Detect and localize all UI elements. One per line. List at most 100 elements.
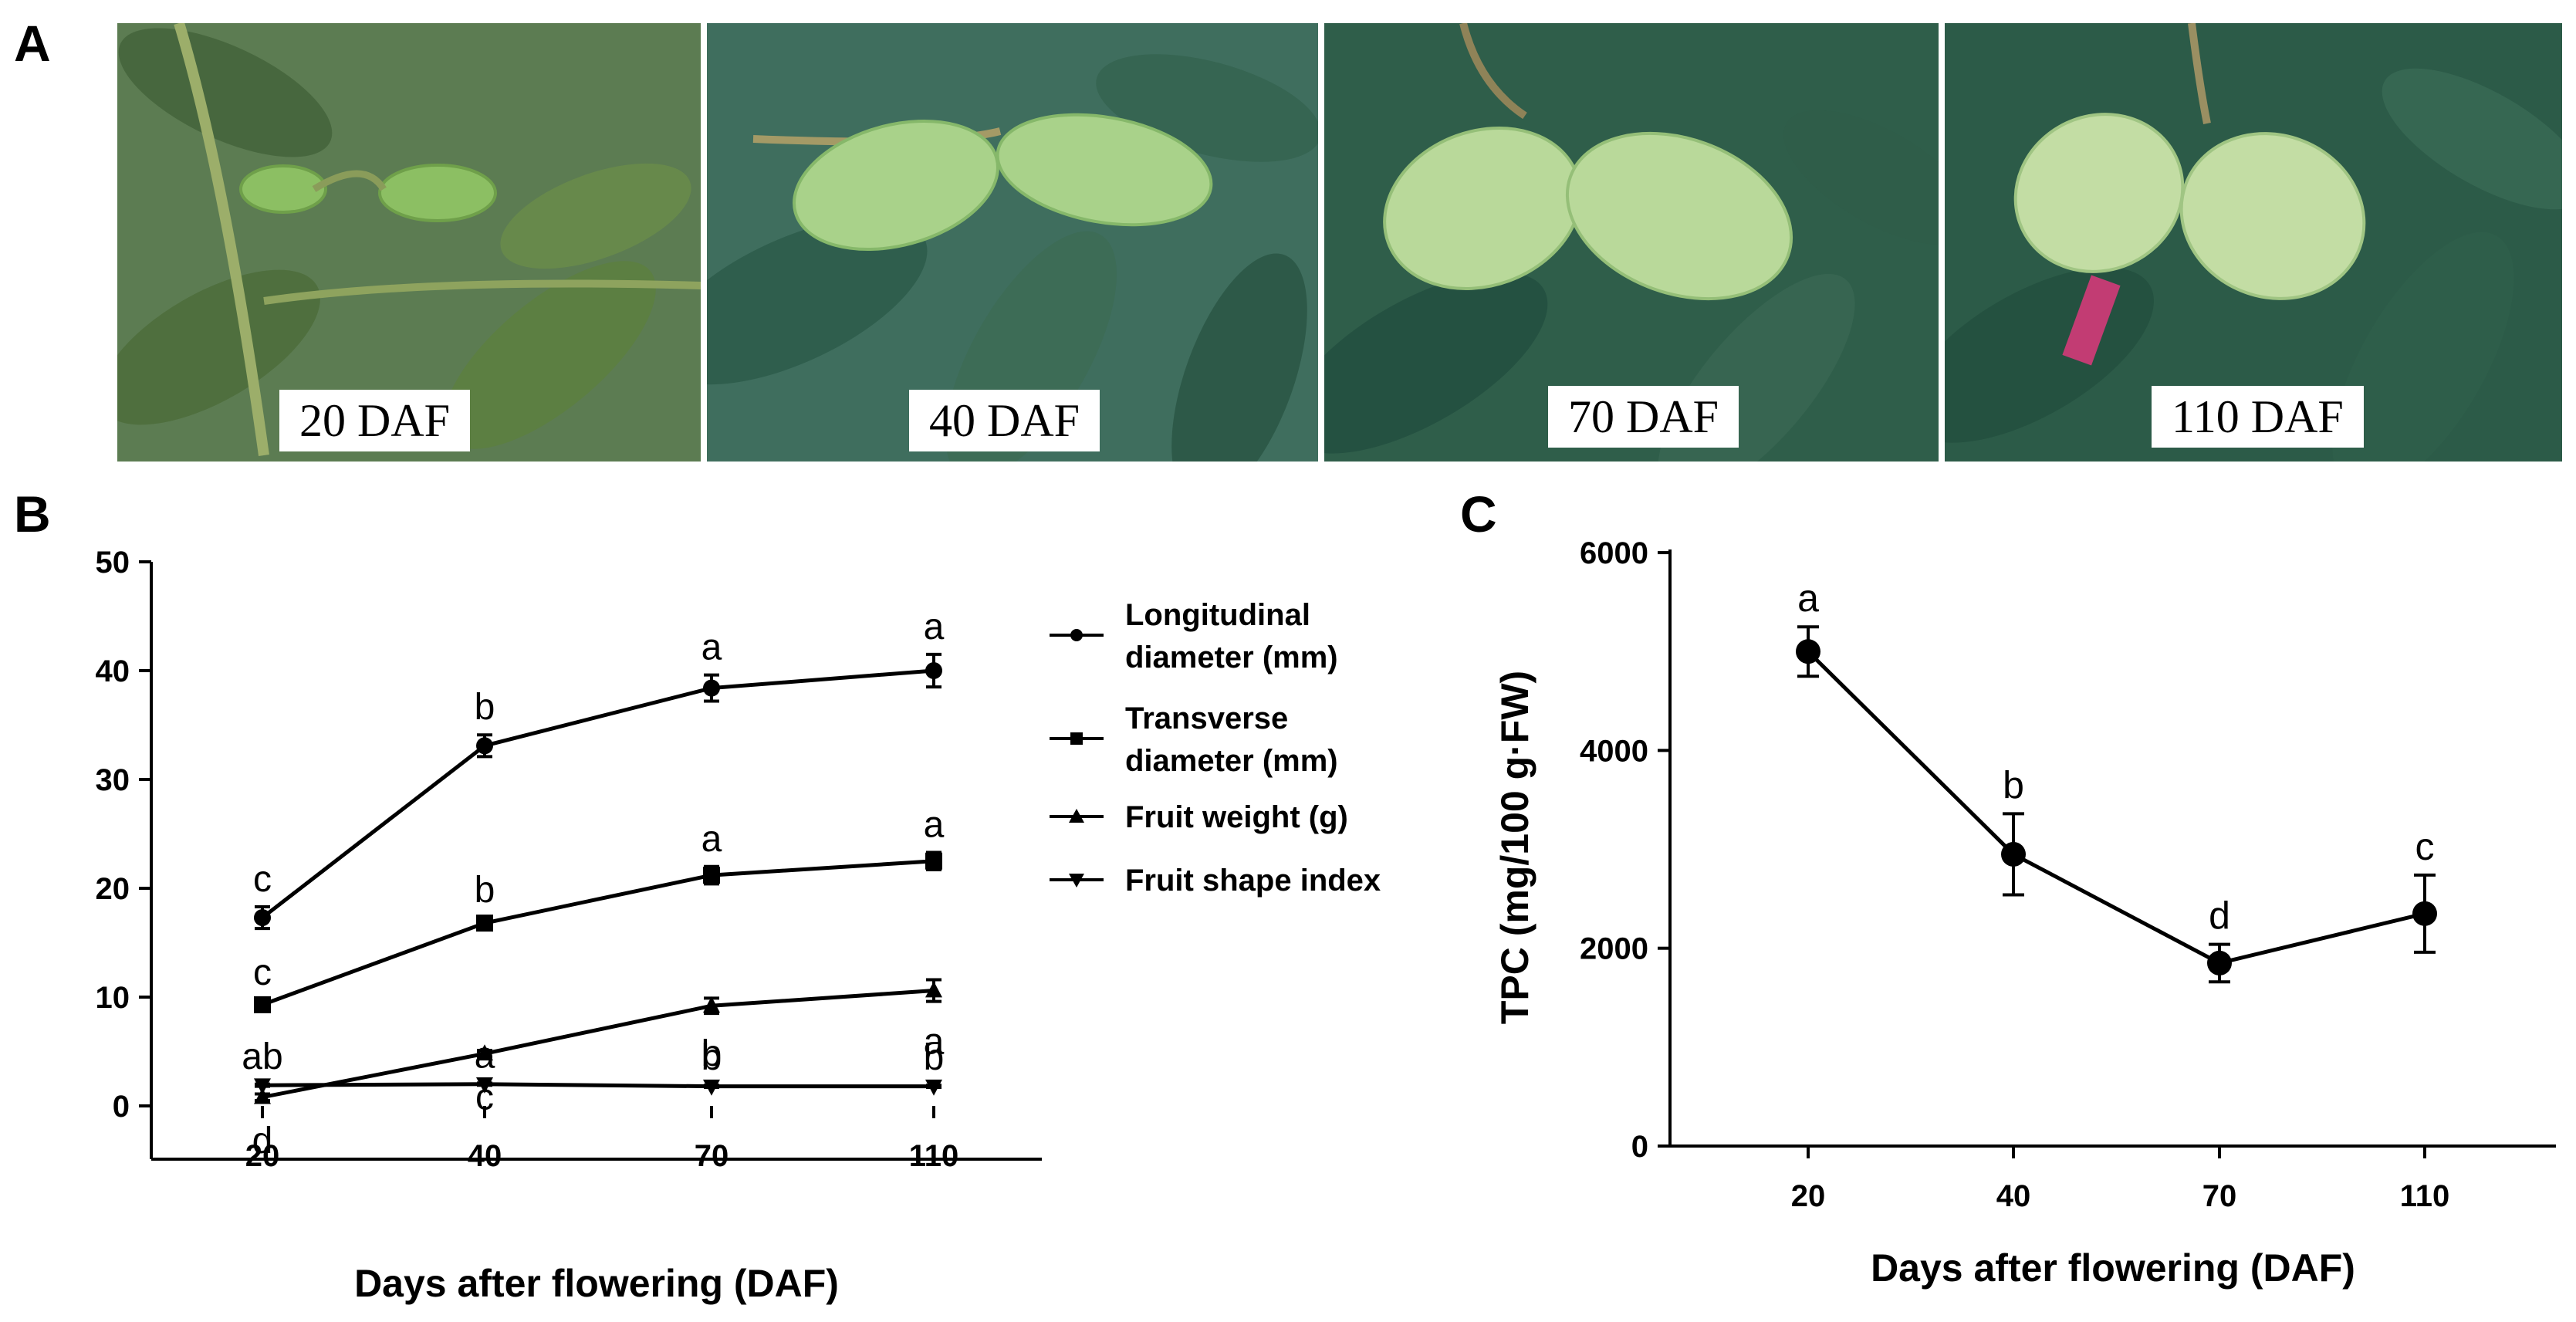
legend-label: Fruit weight (g): [1125, 800, 1348, 834]
series-triangle-down: ab a b b: [242, 1035, 945, 1096]
photo-label: 20 DAF: [279, 390, 471, 451]
legend-marker-triangle: [1069, 809, 1084, 823]
fruit-photo-image: [1324, 23, 1939, 462]
significance-letter: a: [924, 1022, 945, 1063]
significance-letter: a: [1797, 576, 1819, 620]
series-line: [262, 989, 935, 1100]
significance-letter: a: [924, 607, 945, 647]
y-tick-label: 0: [1631, 1130, 1648, 1164]
y-tick-label: 10: [96, 981, 130, 1015]
significance-letter: c: [253, 859, 272, 900]
x-tick-label: 20: [1791, 1179, 1826, 1213]
data-point-triangle-down: [476, 1077, 493, 1094]
legend-item-weight: Fruit weight (g): [1050, 800, 1348, 834]
y-tick-label: 0: [113, 1090, 130, 1124]
significance-letter: ab: [242, 1036, 282, 1077]
panel-letter-a: A: [14, 15, 51, 72]
series-circle: a b d c: [1796, 576, 2437, 984]
significance-letter: b: [924, 1037, 945, 1078]
legend-label: Longitudinal: [1125, 598, 1310, 632]
data-point-circle: [2412, 901, 2437, 926]
data-point-circle: [2207, 950, 2232, 975]
significance-letter: d: [252, 1121, 273, 1161]
significance-letter: a: [924, 804, 945, 845]
series-square: c b a a: [253, 804, 945, 1013]
significance-letter: a: [475, 1035, 495, 1076]
data-point-circle: [703, 679, 720, 697]
legend-item-transverse: Transverse diameter (mm): [1050, 702, 1338, 778]
photo-label: 40 DAF: [909, 390, 1100, 451]
x-axis-label: Days after flowering (DAF): [354, 1262, 839, 1305]
data-point-square: [925, 852, 942, 870]
legend: Longitudinal diameter (mm) Transverse di…: [1050, 598, 1381, 898]
legend-label: Fruit shape index: [1125, 864, 1381, 898]
significance-letter: b: [475, 870, 495, 911]
significance-letter: a: [701, 819, 722, 860]
data-point-square: [476, 915, 493, 932]
legend-marker-square: [1070, 732, 1083, 745]
series-line: [261, 668, 935, 920]
data-point-square: [703, 867, 720, 884]
y-tick-label: 20: [96, 872, 130, 906]
significance-letter: c: [253, 952, 272, 993]
panel-letter-c: C: [1460, 485, 1497, 543]
y-tick-label: 4000: [1580, 734, 1648, 768]
series-line: [262, 1082, 934, 1089]
legend-marker-circle: [1070, 629, 1083, 641]
fruit-photo-110daf: 110 DAF: [1945, 23, 2562, 462]
significance-letter: c: [2415, 825, 2435, 868]
series-line: [1807, 650, 2426, 965]
series-line: [262, 859, 935, 1007]
significance-letter: b: [2003, 763, 2024, 806]
y-tick-label: 6000: [1580, 536, 1648, 570]
x-tick-label: 110: [2400, 1179, 2450, 1213]
data-point-circle: [925, 662, 942, 679]
x-tick-label: 20: [245, 1139, 280, 1173]
fruit-photo-70daf: 70 DAF: [1324, 23, 1939, 462]
x-tick-label: 70: [2202, 1179, 2237, 1213]
significance-letter: b: [701, 1033, 722, 1074]
data-point-triangle: [476, 1044, 493, 1061]
x-axis-label: Days after flowering (DAF): [1871, 1246, 2355, 1290]
fruit-photo-20daf: 20 DAF: [117, 23, 701, 462]
y-axis-label: TPC (mg/100 g·FW): [1493, 671, 1536, 1024]
data-point-circle: [476, 737, 493, 755]
legend-label: diameter (mm): [1125, 744, 1338, 778]
data-point-circle: [1796, 639, 1820, 664]
legend-item-shape: Fruit shape index: [1050, 864, 1381, 898]
data-point-circle: [2001, 841, 2026, 867]
tpc-chart: 0 2000 4000 6000 20 40 70 110 a b d c Days after …: [1493, 536, 2556, 1290]
x-tick-label: 70: [695, 1139, 729, 1173]
data-point-triangle-down: [703, 1079, 720, 1096]
legend-item-longitudinal: Longitudinal diameter (mm): [1050, 598, 1338, 675]
series-triangle: dcb a: [252, 978, 945, 1161]
data-point-triangle-down: [925, 1079, 942, 1096]
fruit-photo-image: [707, 23, 1318, 462]
data-point-triangle-down: [254, 1078, 271, 1095]
x-tick-label: 110: [909, 1139, 959, 1173]
data-point-triangle: [703, 996, 720, 1013]
significance-letter: b: [475, 687, 495, 728]
series-circle: c b a a: [253, 607, 945, 931]
legend-marker-triangle-down: [1069, 874, 1084, 888]
significance-letter: a: [701, 627, 722, 668]
data-point-triangle: [925, 981, 942, 998]
y-tick-label: 30: [96, 763, 130, 797]
legend-label: Transverse: [1125, 702, 1288, 735]
photo-label: 110 DAF: [2152, 386, 2364, 448]
panel-letter-b: B: [14, 485, 51, 543]
y-tick-label: 40: [96, 654, 130, 688]
fruit-photo-image: [117, 23, 701, 462]
significance-letter: d: [2209, 894, 2230, 938]
legend-label: diameter (mm): [1125, 641, 1338, 675]
data-point-circle: [254, 909, 271, 927]
x-tick-label: 40: [1996, 1179, 2031, 1213]
significance-letter: b: [701, 1037, 722, 1078]
data-point-triangle: [254, 1087, 271, 1104]
x-tick-label: 40: [468, 1139, 502, 1173]
y-tick-label: 50: [96, 546, 130, 580]
data-point-square: [254, 996, 271, 1013]
photo-label: 70 DAF: [1548, 386, 1739, 448]
y-tick-label: 2000: [1580, 932, 1648, 966]
